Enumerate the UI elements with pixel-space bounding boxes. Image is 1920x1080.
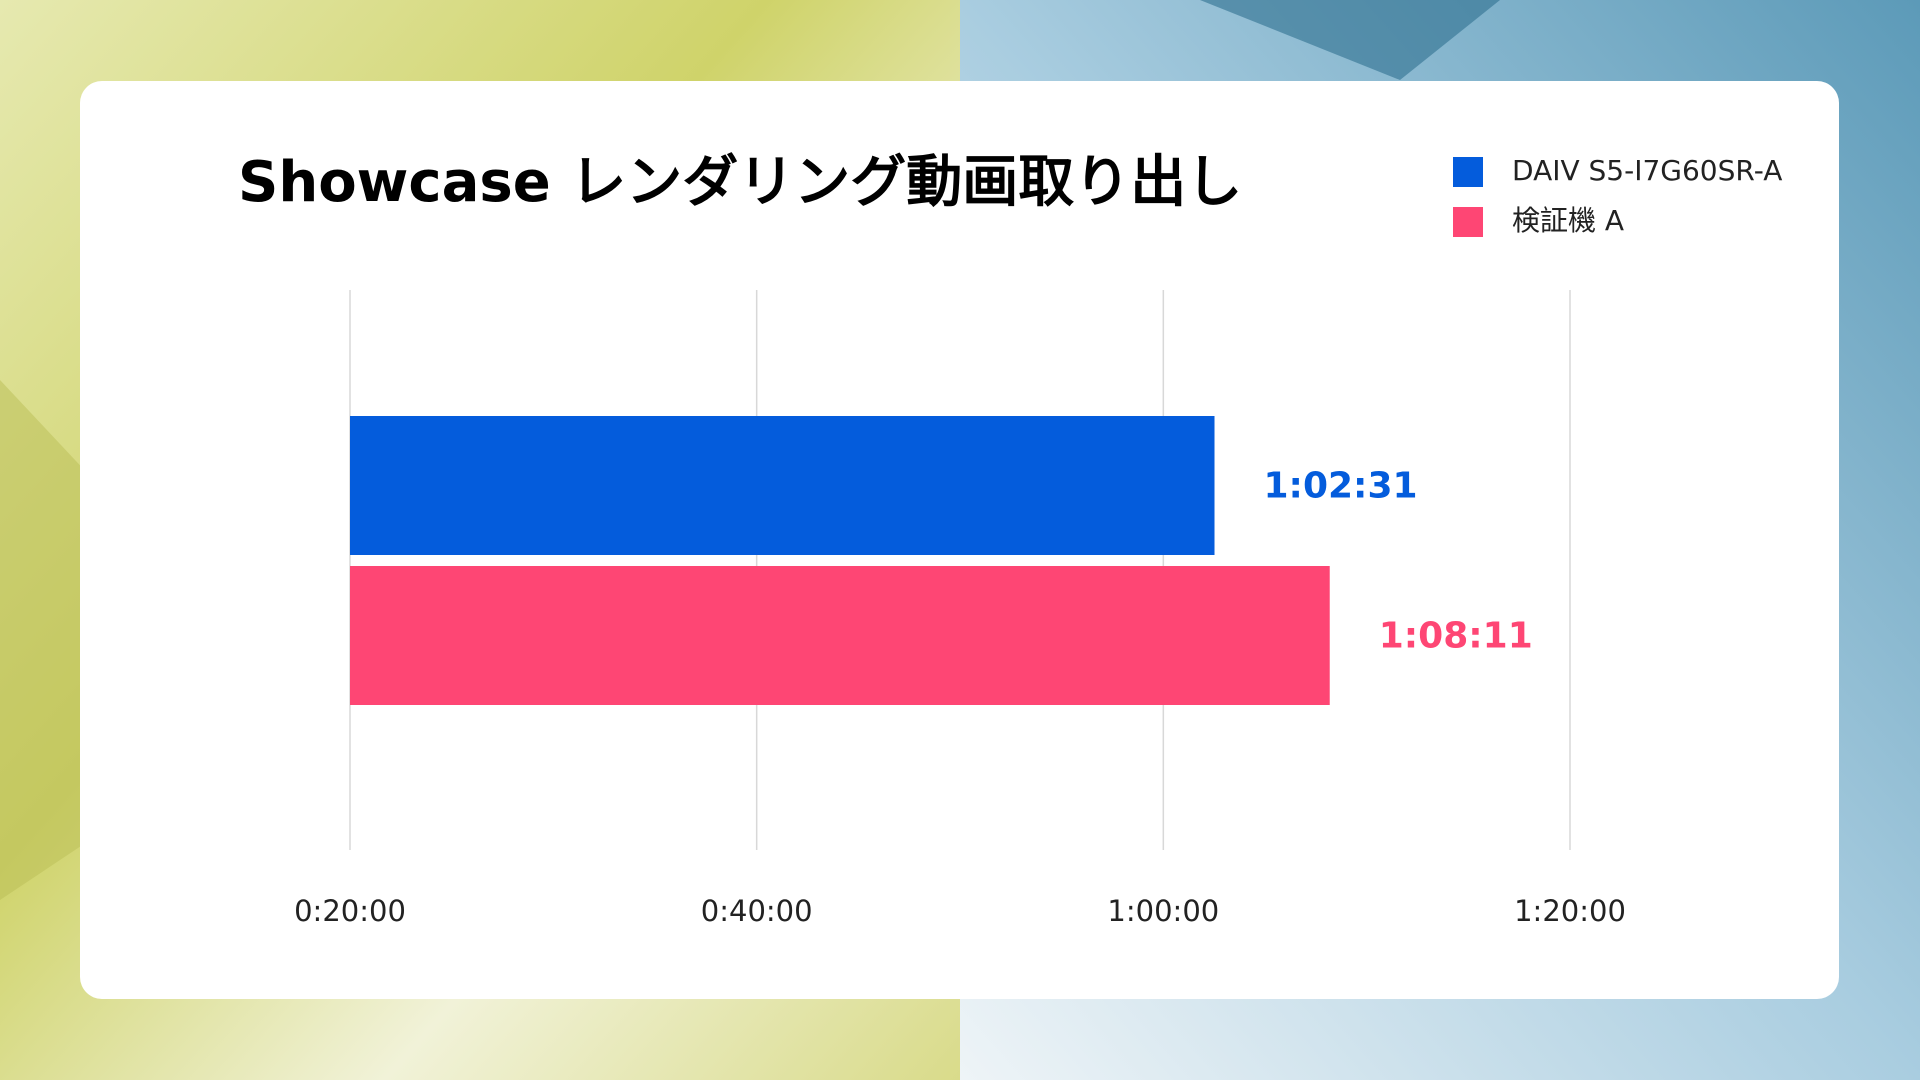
bar [350,416,1215,555]
bar [350,566,1330,705]
legend-swatch [1453,207,1483,237]
value-label: 1:02:31 [1264,466,1418,507]
x-tick-label: 0:40:00 [701,894,813,928]
legend-swatch [1453,157,1483,187]
value-label: 1:08:11 [1379,616,1533,657]
chart-title: Showcase レンダリング動画取り出し [238,150,1242,215]
legend-label: DAIV S5-I7G60SR-A [1512,154,1782,187]
legend-label: 検証機 A [1512,204,1624,237]
x-tick-label: 1:20:00 [1514,894,1626,928]
x-tick-label: 1:00:00 [1107,894,1219,928]
bg-shape [1200,0,1500,80]
x-tick-label: 0:20:00 [294,894,406,928]
